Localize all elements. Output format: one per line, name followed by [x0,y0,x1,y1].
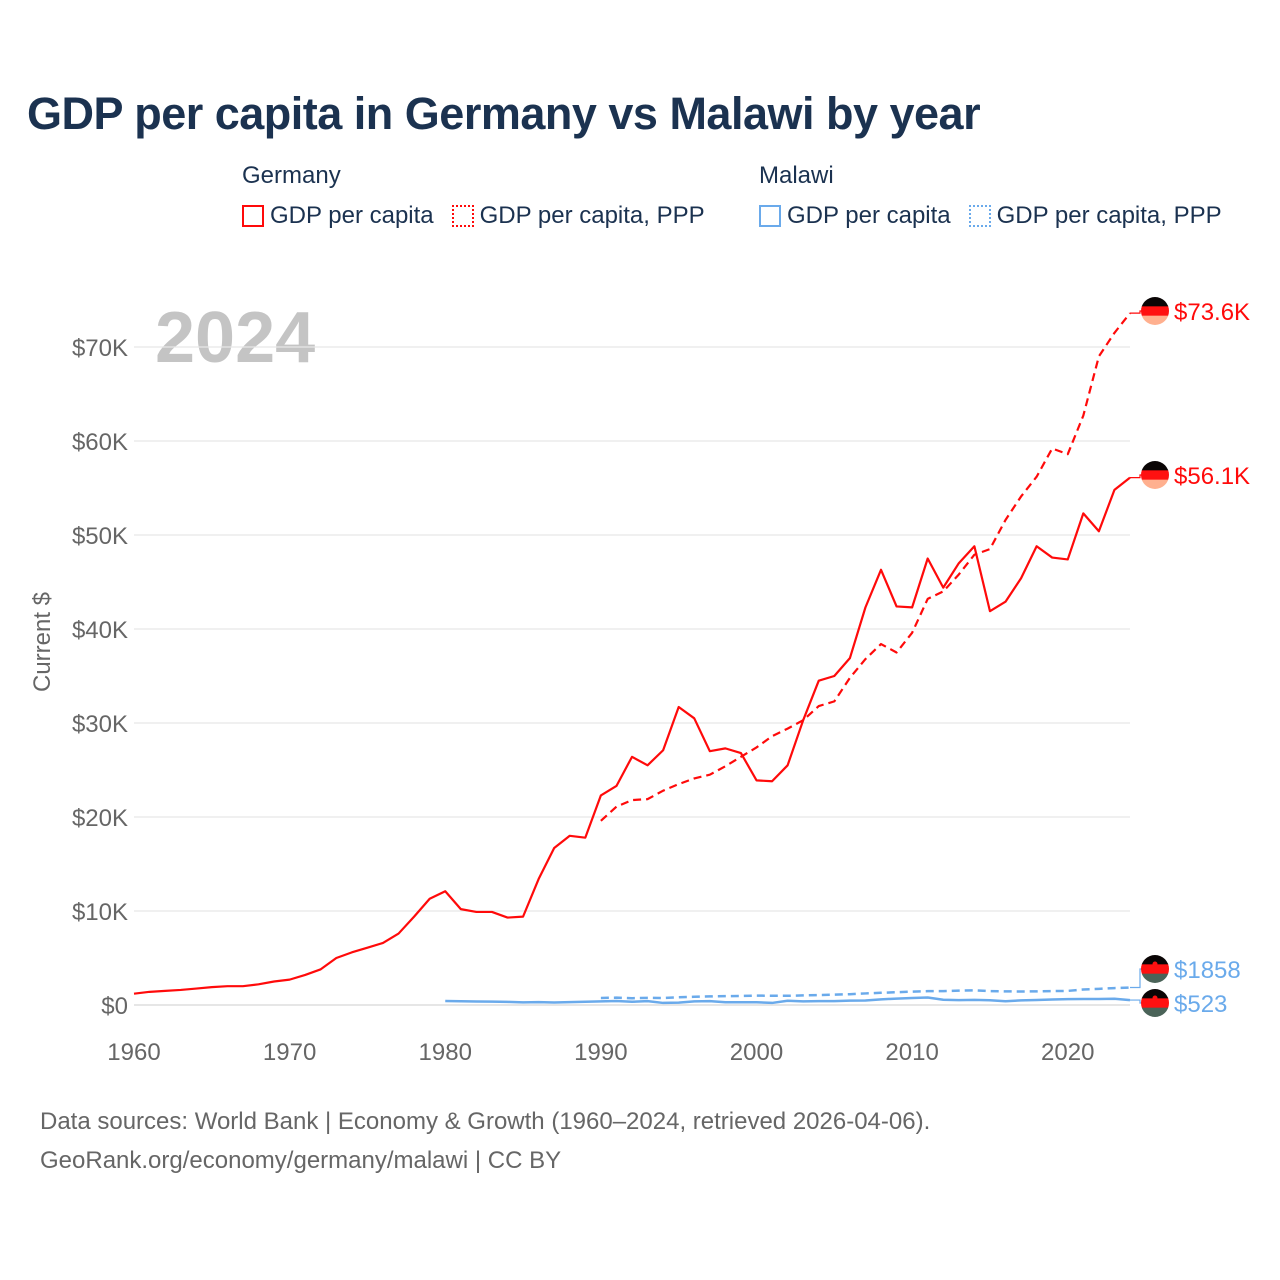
chart-title: GDP per capita in Germany vs Malawi by y… [27,88,981,139]
x-tick-label: 2000 [730,1039,783,1066]
flag-stripe [1141,955,1169,965]
legend-label: GDP per capita [270,202,434,229]
end-value-label: $73.6K [1174,299,1250,326]
flag-stripe [1141,461,1169,471]
year-watermark: 2024 [155,298,315,378]
series-line-germany-gdp-per-capita [133,476,1131,995]
flag-stripe [1141,470,1169,481]
germany-flag-icon [1141,461,1169,489]
y-tick-label: $20K [72,805,128,832]
legend-label: GDP per capita [787,202,951,229]
end-value-label: $523 [1174,991,1227,1018]
flag-stripe [1141,479,1169,489]
germany-flag-icon [1141,297,1169,325]
flag-stripe [1141,973,1169,983]
y-tick-label: $70K [72,335,128,362]
legend-item-malawi-ppp[interactable]: GDP per capita, PPP [968,202,1222,230]
dotted-swatch-icon [451,205,474,227]
flag-stripe [1141,297,1169,307]
footer-attribution[interactable]: GeoRank.org/economy/germany/malawi | CC … [40,1147,562,1174]
flag-sun [1152,961,1158,967]
legend-item-malawi-gdp[interactable]: GDP per capita [759,202,951,230]
series-line-germany-gdp-per-capita-ppp [600,312,1131,822]
x-tick-label: 1980 [419,1039,472,1066]
footer-sources: Data sources: World Bank | Economy & Gro… [40,1108,931,1135]
dotted-swatch-icon [968,205,991,227]
legend-item-germany-ppp[interactable]: GDP per capita, PPP [451,202,705,230]
series-line-malawi-gdp-per-capita [445,996,1131,1005]
legend-label: GDP per capita, PPP [996,202,1222,229]
malawi-flag-icon [1141,989,1169,1017]
flag-stripe [1141,964,1169,975]
y-axis-label: Current $ [29,592,56,692]
legend-group-label: Germany [242,162,341,189]
solid-swatch-icon [242,205,264,227]
y-tick-label: $10K [72,899,128,926]
flag-stripe [1141,315,1169,325]
series-line-malawi-gdp-per-capita-ppp [600,986,1131,1000]
x-tick-label: 1970 [263,1039,316,1066]
y-tick-label: $0 [101,993,128,1020]
flag-stripe [1141,989,1169,999]
malawi-flag-icon [1141,955,1169,983]
x-tick-label: 2020 [1041,1039,1094,1066]
flag-stripe [1141,1007,1169,1017]
flag-stripe [1141,998,1169,1009]
flag-sun [1152,995,1158,1001]
legend-germany: Germany GDP per capita GDP per capita, P… [242,162,705,230]
legend-malawi: Malawi GDP per capita GDP per capita, PP… [759,162,1222,230]
end-value-label: $1858 [1174,957,1241,984]
flag-stripe [1141,306,1169,317]
end-value-label: $56.1K [1174,463,1250,490]
y-tick-label: $30K [72,711,128,738]
y-tick-label: $60K [72,429,128,456]
legend-label: GDP per capita, PPP [479,202,705,229]
x-tick-label: 2010 [885,1039,938,1066]
legend-item-germany-gdp[interactable]: GDP per capita [242,202,434,230]
y-tick-label: $40K [72,617,128,644]
y-tick-label: $50K [72,523,128,550]
x-tick-label: 1990 [574,1039,627,1066]
legend-group-label: Malawi [759,162,834,189]
solid-swatch-icon [759,205,781,227]
x-tick-label: 1960 [107,1039,160,1066]
